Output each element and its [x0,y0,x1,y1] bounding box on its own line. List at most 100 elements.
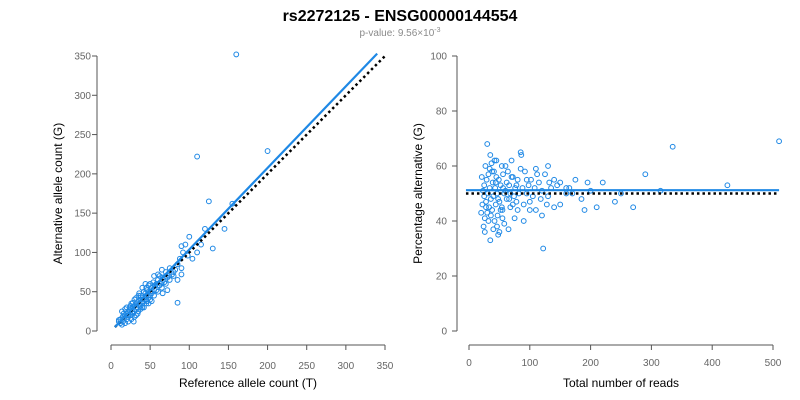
right-data-point [495,196,502,202]
left-data-point [189,255,196,262]
right-data-point [557,201,564,208]
right-data-point [489,207,496,213]
right-data-point [523,176,530,183]
right-data-point [479,201,486,208]
right-data-point [489,179,496,186]
right-data-point [498,204,505,211]
right-data-point [482,163,489,169]
right-data-point [522,168,528,175]
right-data-point [487,196,494,202]
right-data-point [539,212,545,219]
right-data-point [499,207,506,213]
right-data-point [526,207,533,213]
left-data-point [264,148,271,154]
left-data-point [150,279,157,286]
right-data-point [593,204,600,211]
right-data-point [581,207,588,213]
right-data-point [505,226,512,233]
right-data-point [534,171,540,178]
right-data-point [494,223,500,230]
left-x-tick-label: 200 [259,361,276,372]
right-data-point [487,152,494,158]
left-y-tick-label: 350 [74,52,91,63]
left-data-point [147,280,154,287]
subtitle-exponent: -3 [434,27,440,34]
right-data-point [572,176,579,183]
left-x-tick-label: 350 [377,361,394,372]
right-data-point [488,160,495,167]
left-data-point [119,308,125,315]
left-data-point [174,277,181,283]
left-y-tick-label: 300 [74,91,91,102]
right-data-point [485,218,492,224]
right-data-point [492,179,499,186]
right-data-point [492,201,499,208]
right-data-point [496,198,503,205]
right-data-point [493,157,500,164]
left-data-point [133,312,139,319]
right-data-point [480,223,487,230]
right-data-point [481,182,488,189]
right-data-point [491,168,497,175]
right-y-axis-label: Percentage alternative (G) [411,123,425,264]
right-data-point [578,196,585,202]
right-data-point [543,201,550,208]
left-data-point [209,245,216,252]
left-y-tick-label: 150 [74,209,91,220]
right-data-point [557,179,564,186]
right-data-point [776,138,782,145]
left-y-tick-label: 50 [80,287,92,298]
right-data-point [509,201,516,208]
right-data-point [551,176,558,183]
left-data-point [159,290,166,297]
right-y-tick-label: 100 [430,52,447,63]
left-data-point [164,287,171,294]
right-data-point [487,212,494,219]
right-data-point [506,196,513,202]
right-data-point [496,229,503,235]
left-x-tick-label: 250 [298,361,315,372]
right-data-point [514,176,521,183]
right-data-point [546,179,553,186]
left-data-point [169,271,175,278]
right-data-point [642,171,649,178]
left-data-point [194,249,201,256]
right-x-tick-label: 0 [466,358,472,369]
left-data-point [130,318,137,325]
right-data-point [498,163,505,169]
right-data-point [532,207,539,213]
left-data-point [158,266,165,273]
right-data-point [669,143,676,150]
right-x-axis-label: Total number of reads [563,376,679,390]
left-y-tick-label: 0 [85,327,91,338]
left-data-point [119,321,125,328]
right-data-point [513,182,520,189]
right-y-tick-label: 60 [436,162,448,173]
left-scatter-plot: 0 50 100 150 200 250 300 350 0 50 100 150 200 250 300 3… [51,52,394,391]
right-y-tick-label: 40 [436,217,448,228]
right-data-point [599,179,606,186]
right-data-point [491,157,498,164]
right-data-point [478,209,485,216]
right-x-tick-label: 400 [704,358,721,369]
left-data-point [120,315,127,322]
right-data-point [514,207,521,213]
right-data-point [481,215,488,222]
left-data-point [221,225,228,232]
right-data-point [484,141,491,147]
right-data-point [499,215,506,222]
left-data-point [155,271,161,278]
right-data-point [493,174,500,180]
right-data-point [542,171,548,178]
left-y-tick-label: 100 [74,248,91,259]
left-data-point [127,302,134,309]
right-data-point [508,174,515,180]
right-x-tick-label: 200 [582,358,599,369]
left-x-tick-label: 0 [108,361,114,372]
right-data-point [526,198,533,205]
right-x-tick-label: 300 [643,358,660,369]
right-data-point [536,179,542,186]
subtitle-prefix: p-value: 9.56×10 [359,28,434,39]
right-data-point [486,204,492,211]
left-x-tick-label: 300 [338,361,355,372]
